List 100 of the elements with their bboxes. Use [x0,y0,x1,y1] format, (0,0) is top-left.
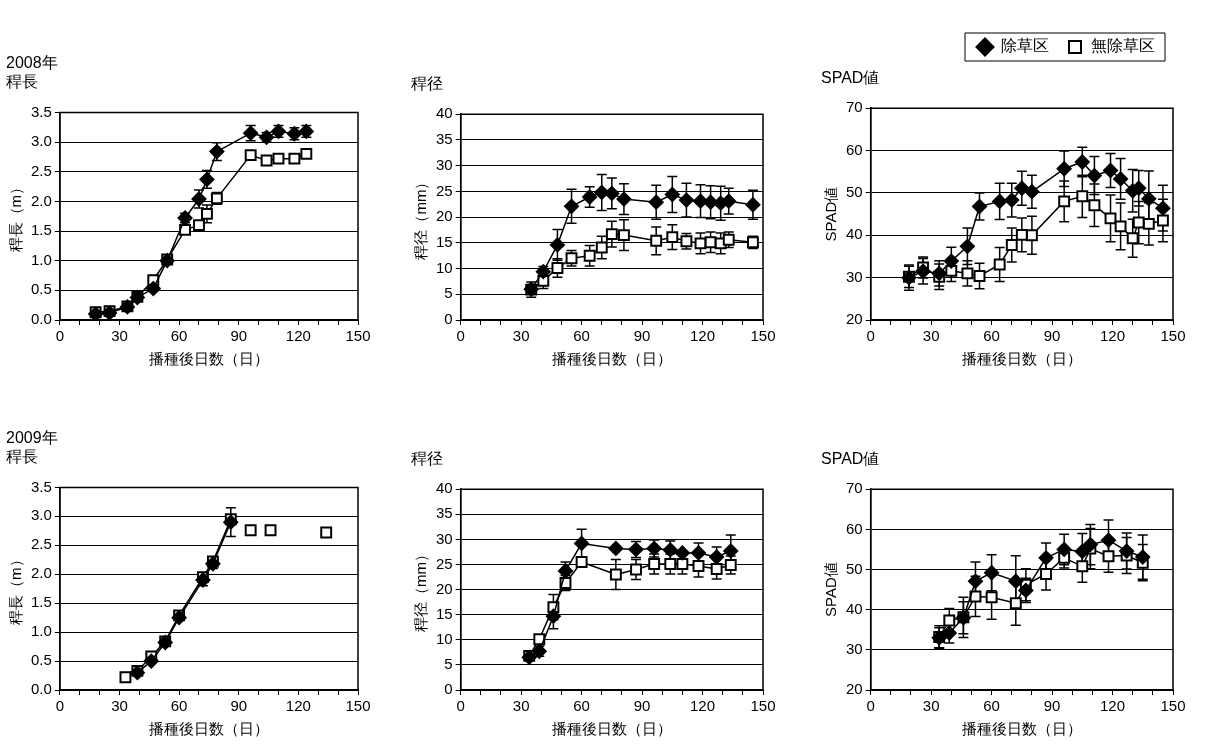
x-tick-label: 120 [1100,327,1126,345]
y-tick-label: 2.5 [30,161,52,179]
y-tick-label: 10 [436,258,453,276]
x-tick-label: 30 [922,327,940,345]
y-axis-title: SPAD値 [822,562,840,617]
y-axis-title: SPAD値 [822,186,840,242]
legend-label: 除草区 [1001,37,1049,55]
y-tick-label: 1.5 [30,593,52,611]
y-tick-label: 20 [436,579,453,597]
x-tick-label: 120 [690,697,716,715]
y-tick-label: 50 [846,559,863,577]
y-tick-label: 15 [436,232,453,250]
x-tick-label: 0 [456,697,465,715]
y-tick-label: 0.5 [30,651,52,669]
y-tick-label: 70 [846,479,863,497]
x-tick-label: 60 [573,327,590,345]
x-axis-title: 播種後日数（日） [148,350,269,368]
y-tick-label: 5 [444,284,453,302]
x-tick-label: 150 [750,327,776,345]
y-tick-label: 60 [846,519,863,537]
y-tick-label: 30 [846,267,863,285]
x-tick-label: 30 [111,327,128,345]
x-tick-label: 0 [55,697,65,715]
x-tick-label: 30 [512,697,530,715]
x-tick-label: 120 [1100,697,1126,715]
y-tick-label: 35 [436,504,453,522]
y-tick-label: 1.5 [30,221,52,239]
text: 2009年 [6,429,58,447]
x-axis-title: 播種後日数（日） [551,350,672,368]
y-tick-label: 40 [846,225,863,243]
y-tick-label: 70 [846,98,863,116]
x-tick-label: 90 [1043,327,1061,345]
chart-title: 稈径 [411,75,443,93]
x-tick-label: 150 [1160,697,1186,715]
y-tick-label: 40 [436,104,453,122]
x-tick-label: 0 [866,327,875,345]
y-tick-label: 40 [846,599,863,617]
y-tick-label: 25 [436,554,453,572]
legend-label: 無除草区 [1091,37,1155,55]
x-tick-label: 0 [55,327,65,345]
text: 2008年 [6,54,58,72]
y-tick-label: 20 [846,310,863,328]
y-tick-label: 2.5 [30,535,52,553]
y-tick-label: 30 [436,155,453,173]
x-tick-label: 120 [285,327,311,345]
chart-title: SPAD値 [821,450,880,468]
x-tick-label: 30 [512,327,530,345]
chart-title: 稈長 [6,448,38,466]
x-tick-label: 90 [230,697,248,715]
y-tick-label: 30 [846,639,863,657]
y-axis-title: 稈長（m） [7,179,25,253]
y-tick-label: 1.0 [30,622,52,640]
y-tick-label: 15 [436,604,453,622]
y-axis-title: 稈径（mm） [412,174,430,260]
y-tick-label: 0.0 [30,680,52,698]
y-tick-label: 3.5 [30,477,52,495]
x-tick-label: 150 [345,697,371,715]
y-axis-title: 稈径（mm） [412,547,430,633]
y-tick-label: 20 [436,207,453,225]
x-tick-label: 60 [983,697,1000,715]
x-tick-label: 60 [983,327,1000,345]
x-tick-label: 150 [750,697,776,715]
y-tick-label: 60 [846,140,863,158]
x-tick-label: 120 [690,327,716,345]
x-tick-label: 90 [230,327,248,345]
y-tick-label: 25 [436,181,453,199]
y-tick-label: 35 [436,130,453,148]
x-axis-title: 播種後日数（日） [961,720,1082,738]
y-tick-label: 2.0 [30,564,52,582]
x-tick-label: 60 [573,697,590,715]
x-tick-label: 0 [866,697,875,715]
y-tick-label: 40 [436,479,453,497]
y-tick-label: 3.0 [30,132,52,150]
x-tick-label: 120 [285,697,311,715]
y-tick-label: 20 [846,680,863,698]
x-tick-label: 150 [1160,327,1186,345]
chart-title: 稈径 [411,450,443,468]
y-tick-label: 50 [846,183,863,201]
x-tick-label: 150 [345,327,371,345]
x-tick-label: 90 [1043,697,1061,715]
y-axis-title: 稈長（m） [7,552,25,625]
x-tick-label: 0 [456,327,465,345]
y-tick-label: 0 [444,310,453,328]
x-tick-label: 30 [922,697,940,715]
x-tick-label: 60 [170,697,188,715]
y-tick-label: 2.0 [30,191,52,209]
y-tick-label: 0 [444,680,453,698]
chart-title: SPAD値 [821,69,880,87]
x-tick-label: 90 [633,327,651,345]
x-tick-label: 90 [633,697,651,715]
y-tick-label: 1.0 [30,250,52,268]
x-tick-label: 60 [170,327,188,345]
x-axis-title: 播種後日数（日） [961,350,1082,368]
x-axis-title: 播種後日数（日） [551,720,672,738]
y-tick-label: 3.5 [30,102,52,120]
y-tick-label: 3.0 [30,506,52,524]
x-tick-label: 30 [111,697,128,715]
y-tick-label: 5 [444,655,453,673]
y-tick-label: 0.0 [30,310,52,328]
y-tick-label: 10 [436,629,453,647]
